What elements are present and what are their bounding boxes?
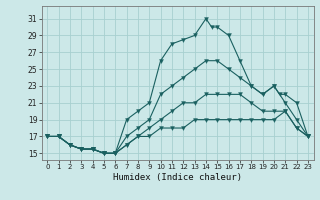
X-axis label: Humidex (Indice chaleur): Humidex (Indice chaleur) [113,173,242,182]
